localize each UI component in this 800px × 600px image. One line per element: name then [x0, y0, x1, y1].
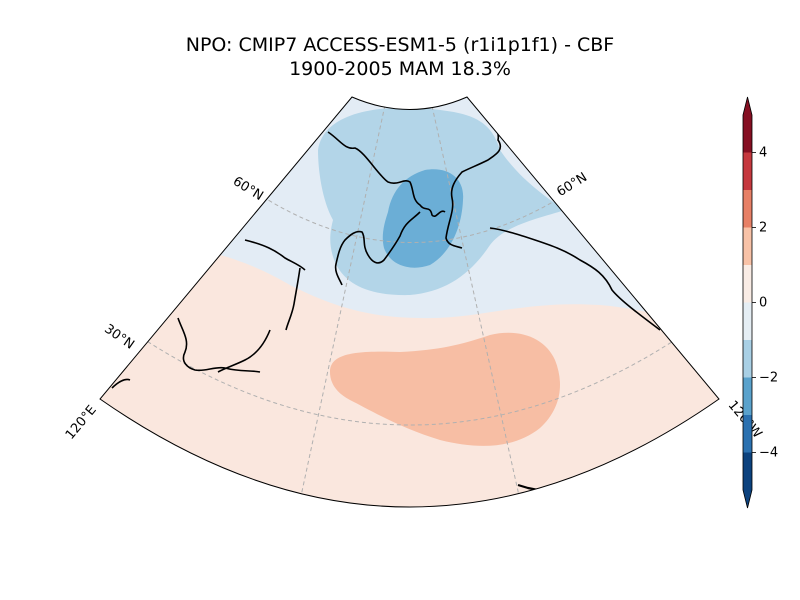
coast-chukotka [327, 131, 446, 217]
coast-japan [217, 329, 271, 373]
field-positive-moderate [330, 332, 560, 446]
colorbar-tick-label: 4 [759, 146, 767, 161]
colorbar-level-0 [743, 115, 752, 153]
colorbar: 4 2 0 −2 −4 [742, 96, 778, 509]
colorbar-level-8 [743, 415, 752, 453]
colorbar-level-4 [743, 265, 752, 303]
map-subtitle: 1900-2005 MAM 18.3% [289, 58, 511, 80]
colorbar-level-5 [743, 302, 752, 340]
coast-china [111, 378, 131, 389]
colorbar-tick-label: 2 [759, 221, 767, 236]
colorbar-extend-max [743, 97, 752, 115]
colorbar-tick-label: −2 [759, 371, 778, 386]
label-lon-120e: 120°E [63, 403, 100, 443]
coast-sakhalin [285, 267, 301, 331]
colorbar-level-7 [743, 377, 752, 415]
label-lat-60n-right: 60°N [554, 170, 590, 200]
map-title: NPO: CMIP7 ACCESS-ESM1-5 (r1i1p1f1) - CB… [185, 34, 615, 56]
gridline-30n [129, 329, 691, 426]
colorbar-tick-label: −4 [759, 446, 778, 461]
field-negative-strong [382, 169, 464, 268]
colorbar-level-3 [743, 227, 752, 265]
label-lat-30n: 30°N [101, 322, 136, 353]
colorbar-outline [742, 96, 753, 509]
gridline-60n [244, 184, 581, 243]
colorbar-extend-min [743, 490, 752, 508]
meridian-1 [297, 104, 386, 507]
coastlines [111, 111, 661, 493]
coast-alaska [445, 111, 502, 249]
graticule [129, 104, 691, 507]
colorbar-level-2 [743, 190, 752, 228]
coast-gulf-alaska [489, 227, 661, 331]
colorbar-level-6 [743, 340, 752, 378]
label-lat-60n-left: 60°N [230, 174, 266, 204]
coast-far-east [244, 239, 306, 271]
map-field [100, 97, 719, 507]
colorbar-level-9 [743, 452, 752, 490]
colorbar-level-1 [743, 152, 752, 190]
coast-korea [177, 317, 261, 373]
meridian-2 [431, 105, 521, 501]
colorbar-tick-label: 0 [759, 296, 767, 311]
coast-kamchatka [334, 211, 421, 286]
map-frame [99, 96, 720, 508]
